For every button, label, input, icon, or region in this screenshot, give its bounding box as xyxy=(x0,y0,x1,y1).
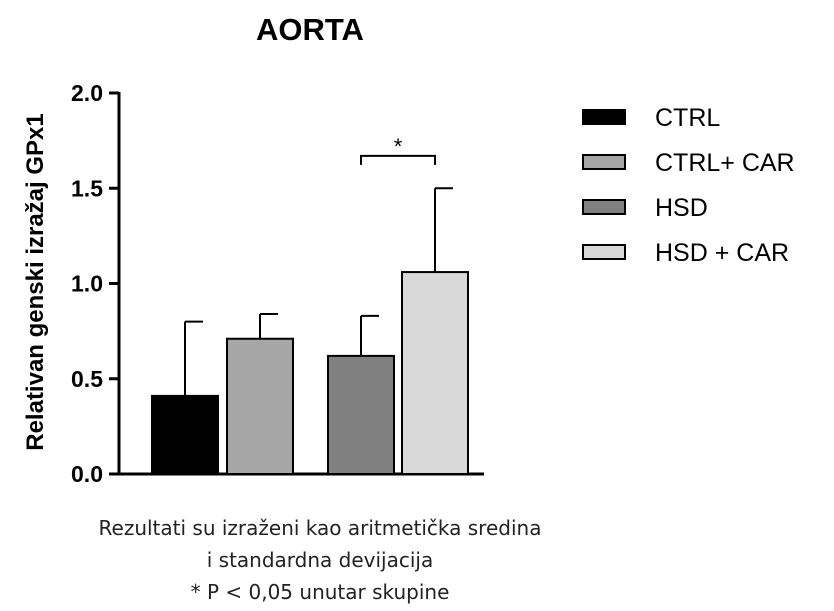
footnote-line-3: * P < 0,05 unutar skupine xyxy=(190,580,450,604)
legend-swatch xyxy=(582,154,626,170)
legend-swatch xyxy=(582,109,626,125)
legend-label: HSD + CAR xyxy=(655,239,789,267)
significance-label: * xyxy=(394,134,403,159)
y-tick-label: 2.0 xyxy=(71,80,103,106)
y-tick-label: 1.0 xyxy=(71,271,103,297)
legend-swatch xyxy=(582,244,626,260)
y-tick-label: 0.0 xyxy=(71,461,103,487)
bar xyxy=(226,337,294,475)
legend-label: HSD xyxy=(655,194,708,222)
y-tick-label: 0.5 xyxy=(71,366,103,392)
y-tick-label: 1.5 xyxy=(71,175,103,201)
legend-label: CTRL+ CAR xyxy=(655,149,795,177)
bar-chart: AORTA Relativan genski izražaj GPx1 0.00… xyxy=(22,12,795,487)
bar xyxy=(151,394,219,475)
legend-label: CTRL xyxy=(655,104,720,132)
bar xyxy=(327,354,395,476)
legend-swatch xyxy=(582,199,626,215)
bar xyxy=(401,271,469,475)
footnote-line-2: i standardna devijacija xyxy=(206,548,434,572)
legend: CTRL CTRL+ CAR HSD HSD + CAR xyxy=(582,104,795,267)
bars xyxy=(151,271,469,476)
footnote-line-1: Rezultati su izraženi kao aritmetička sr… xyxy=(98,516,542,540)
error-bars xyxy=(184,187,453,396)
chart-title: AORTA xyxy=(256,12,364,47)
significance-bracket xyxy=(360,154,436,165)
y-axis: 0.0 0.5 1.0 1.5 2.0 xyxy=(71,80,121,487)
significance-annotations: * xyxy=(360,134,436,165)
y-axis-label: Relativan genski izražaj GPx1 xyxy=(22,113,49,451)
